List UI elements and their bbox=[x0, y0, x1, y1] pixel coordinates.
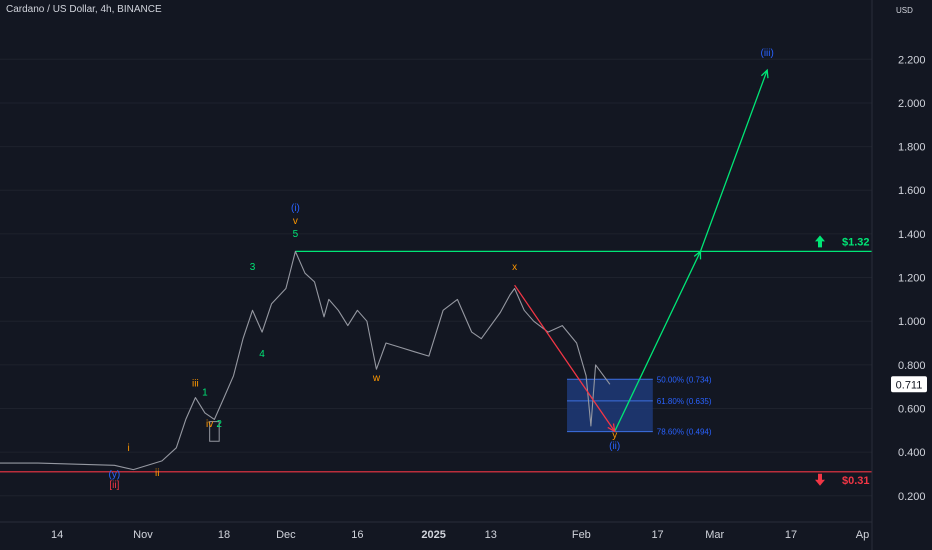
y-tick-label: 1.600 bbox=[898, 185, 926, 197]
x-tick-label: 13 bbox=[485, 529, 497, 541]
arrow-head-down bbox=[607, 423, 616, 433]
price-series bbox=[0, 250, 611, 471]
wave-label: 1 bbox=[202, 387, 208, 398]
wave-label: i bbox=[128, 443, 130, 454]
grid bbox=[0, 58, 872, 497]
x-tick-label: 16 bbox=[351, 529, 363, 541]
wave-label: (y) bbox=[109, 469, 121, 480]
x-tick-label: 17 bbox=[651, 529, 663, 541]
wave-iv-box bbox=[209, 421, 220, 442]
x-tick-label: 14 bbox=[51, 529, 63, 541]
x-tick-label: Feb bbox=[572, 529, 591, 541]
current-price-label: 0.711 bbox=[896, 379, 923, 391]
wave-label: x bbox=[512, 262, 517, 273]
y-tick-label: 2.000 bbox=[898, 98, 926, 110]
y-tick-label: 1.000 bbox=[898, 316, 926, 328]
y-axis: USD 2.200 2.000 1.800 1.600 1.400 1.200 1.000 0.… bbox=[871, 0, 932, 550]
projections bbox=[514, 68, 769, 433]
y-tick-label: 0.400 bbox=[898, 447, 926, 459]
x-tick-label: Ap bbox=[856, 529, 869, 541]
x-tick-label: 18 bbox=[218, 529, 230, 541]
x-tick-label: Nov bbox=[133, 529, 153, 541]
fib-level-label: 78.60% (0.494) bbox=[657, 428, 712, 437]
wave-label: 2 bbox=[216, 419, 222, 430]
y-tick-label: 1.200 bbox=[898, 273, 926, 285]
wave-label: (iii) bbox=[761, 48, 774, 59]
wave-label: iv bbox=[206, 419, 213, 430]
wave-label: 4 bbox=[259, 349, 265, 360]
wave-label: 3 bbox=[250, 262, 256, 273]
projection-down-line bbox=[514, 284, 616, 432]
arrow-head-up bbox=[760, 68, 769, 79]
wave-label: w bbox=[372, 373, 381, 384]
arrow-down-icon bbox=[815, 473, 825, 486]
x-tick-label: Dec bbox=[276, 529, 296, 541]
wave-label: (ii) bbox=[609, 441, 620, 452]
fib-zone bbox=[567, 379, 653, 432]
price-line bbox=[0, 250, 611, 471]
wave-label: y bbox=[612, 430, 617, 441]
fib-retracement: 50.00% (0.734) 61.80% (0.635) 78.60% (0.49… bbox=[567, 375, 712, 437]
arrow-up-icon bbox=[815, 235, 825, 248]
currency-label: USD bbox=[896, 6, 913, 15]
arrow-head-mid bbox=[693, 250, 702, 260]
y-tick-label: 0.800 bbox=[898, 360, 926, 372]
chart-title: Cardano / US Dollar, 4h, BINANCE bbox=[6, 4, 162, 15]
wave-label: 5 bbox=[293, 229, 299, 240]
support-label: $0.31 bbox=[842, 475, 870, 487]
y-tick-label: 1.400 bbox=[898, 229, 926, 241]
resistance-label: $1.32 bbox=[842, 236, 870, 248]
wave-label: v bbox=[293, 216, 298, 227]
y-axis-background bbox=[872, 0, 932, 550]
y-tick-label: 2.200 bbox=[898, 54, 926, 66]
y-tick-label: 1.800 bbox=[898, 142, 926, 154]
wave-label: [ii] bbox=[109, 480, 119, 491]
fib-level-label: 50.00% (0.734) bbox=[657, 375, 712, 384]
x-axis: 14 Nov 18 Dec 16 2025 13 Feb 17 Mar 17 Ap bbox=[0, 521, 872, 541]
x-tick-label: 2025 bbox=[421, 529, 445, 541]
y-tick-label: 0.600 bbox=[898, 404, 926, 416]
price-levels: $1.32 $0.31 bbox=[0, 235, 872, 487]
x-tick-label: Mar bbox=[705, 529, 724, 541]
wave-label: ii bbox=[155, 468, 159, 479]
y-tick-label: 0.200 bbox=[898, 491, 926, 503]
x-tick-label: 17 bbox=[785, 529, 797, 541]
wave-label: (i) bbox=[291, 203, 300, 214]
wave-label: iii bbox=[192, 379, 199, 390]
fib-level-label: 61.80% (0.635) bbox=[657, 397, 712, 406]
current-price-tag bbox=[891, 376, 927, 393]
